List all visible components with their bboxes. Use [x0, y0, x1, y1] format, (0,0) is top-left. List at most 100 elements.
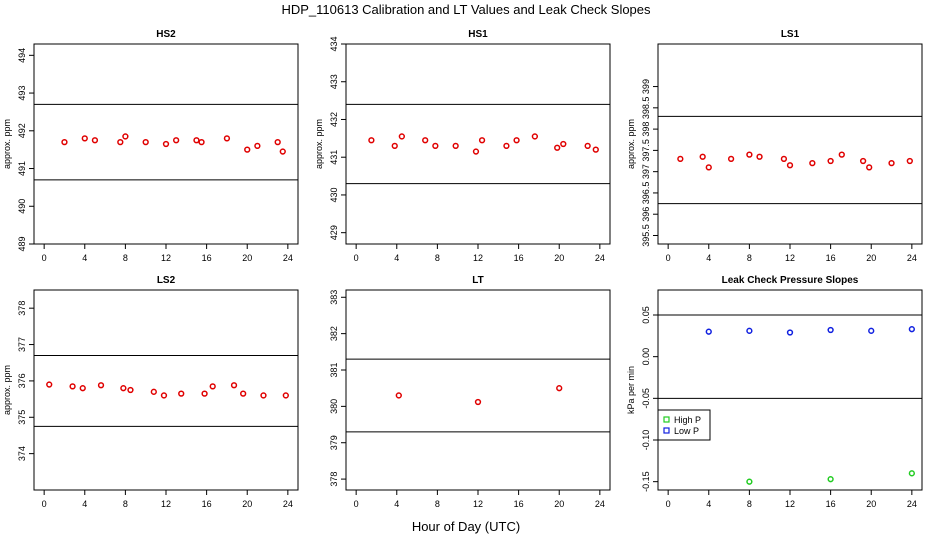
x-tick-label: 24 — [907, 499, 917, 509]
data-point — [117, 138, 124, 146]
x-tick-label: 4 — [394, 253, 399, 263]
data-point — [422, 137, 429, 144]
x-tick-label: 4 — [706, 253, 711, 263]
x-tick-label: 4 — [82, 499, 87, 509]
plot-frame — [345, 43, 611, 245]
panel-3: LS2 0 4 8 12 16 20 24 374 375 376 377 378 approx. ppm — [2, 275, 299, 509]
y-tick-label: 429 — [329, 225, 339, 240]
data-point — [513, 137, 520, 144]
data-point — [150, 388, 157, 395]
y-tick-label: 396 — [641, 207, 651, 222]
y-tick-label: 0.05 — [641, 306, 651, 324]
x-tick-label: 8 — [435, 499, 440, 509]
x-tick-label: 20 — [242, 499, 252, 509]
x-tick-label: 8 — [435, 253, 440, 263]
legend-label: Low P — [674, 426, 699, 436]
x-tick-label: 8 — [123, 253, 128, 263]
panel-title: HS2 — [156, 29, 176, 40]
data-point — [503, 142, 510, 150]
y-tick-label: -0.15 — [641, 471, 651, 492]
panel-5: Leak Check Pressure Slopes 0 4 8 12 16 20 24 -0.… — [626, 275, 923, 509]
data-point — [908, 470, 915, 477]
y-tick-label: 431 — [329, 150, 339, 165]
x-tick-label: 16 — [202, 499, 212, 509]
data-point — [46, 381, 53, 388]
data-point — [391, 142, 398, 150]
data-point — [827, 326, 834, 334]
data-point — [727, 155, 735, 163]
data-point — [868, 327, 875, 334]
data-point — [230, 382, 238, 389]
x-tick-label: 20 — [554, 499, 564, 509]
data-point — [223, 135, 231, 142]
x-tick-label: 12 — [785, 499, 795, 509]
x-tick-label: 8 — [747, 499, 752, 509]
x-tick-label: 24 — [595, 253, 605, 263]
plot-frame — [345, 289, 611, 491]
y-tick-label: 434 — [329, 36, 339, 51]
legend-box — [657, 409, 711, 441]
data-point — [780, 155, 788, 163]
data-point — [838, 151, 845, 158]
x-tick-label: 20 — [866, 499, 876, 509]
y-axis-label: approx. ppm — [314, 119, 324, 169]
panel-0: HS2 0 4 8 12 16 20 24 489 490 491 492 493 494 approx. … — [2, 29, 299, 263]
data-point — [282, 392, 289, 399]
y-tick-label: 396.5 — [641, 182, 651, 205]
panels: HS2 0 4 8 12 16 20 24 489 490 491 492 493 494 approx. … — [2, 29, 923, 509]
data-point — [531, 133, 539, 140]
y-tick-label: 491 — [17, 161, 27, 176]
y-axis-label: kPa per min — [626, 366, 636, 414]
panel-title: LS2 — [157, 275, 176, 286]
y-tick-label: 492 — [17, 123, 27, 138]
plot-frame — [657, 289, 923, 491]
data-point — [908, 326, 915, 333]
data-point — [906, 157, 913, 165]
x-tick-label: 20 — [242, 253, 252, 263]
data-point — [888, 159, 895, 167]
y-tick-label: 377 — [17, 337, 27, 352]
y-tick-label: 380 — [329, 399, 339, 414]
data-point — [279, 148, 286, 155]
legend-label: High P — [674, 415, 701, 425]
x-axis-label: Hour of Day (UTC) — [412, 519, 520, 534]
x-tick-label: 0 — [42, 499, 47, 509]
x-tick-label: 4 — [82, 253, 87, 263]
y-tick-label: 399 — [641, 79, 651, 94]
data-point — [478, 137, 486, 144]
x-tick-label: 16 — [514, 499, 524, 509]
data-point — [560, 140, 567, 148]
y-tick-label: 494 — [17, 48, 27, 63]
data-point — [142, 138, 149, 146]
x-tick-label: 16 — [514, 253, 524, 263]
data-point — [432, 142, 439, 150]
data-point — [193, 137, 200, 144]
data-point — [260, 392, 267, 399]
data-point — [160, 392, 168, 399]
x-tick-label: 4 — [706, 499, 711, 509]
data-point — [592, 146, 599, 153]
y-tick-label: 381 — [329, 362, 339, 377]
x-tick-label: 0 — [666, 253, 671, 263]
data-point — [91, 137, 99, 144]
data-point — [173, 137, 180, 144]
y-axis-label: approx. ppm — [2, 119, 12, 169]
data-point — [756, 153, 763, 160]
y-tick-label: 489 — [17, 236, 27, 251]
data-point — [786, 162, 794, 169]
y-tick-label: 382 — [329, 326, 339, 341]
y-axis-label: approx. ppm — [626, 119, 636, 169]
panel-1: HS1 0 4 8 12 16 20 24 429 430 431 432 433 434 approx. … — [314, 29, 611, 263]
x-tick-label: 16 — [826, 253, 836, 263]
data-point — [178, 390, 185, 397]
x-tick-label: 24 — [595, 499, 605, 509]
y-tick-label: 397.5 — [641, 139, 651, 162]
y-tick-label: -0.05 — [641, 388, 651, 409]
data-point — [120, 385, 127, 392]
data-point — [452, 142, 459, 150]
x-tick-label: 20 — [554, 253, 564, 263]
data-point — [81, 135, 88, 142]
data-point — [677, 155, 684, 163]
y-tick-label: 0.00 — [641, 348, 651, 366]
